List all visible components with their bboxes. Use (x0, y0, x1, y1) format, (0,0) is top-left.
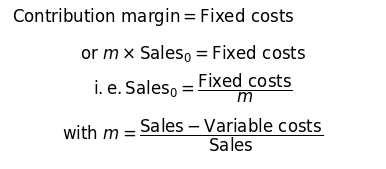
Text: $\mathrm{Contribution\ margin} = \mathrm{Fixed\ costs}$: $\mathrm{Contribution\ margin} = \mathrm… (12, 6, 294, 28)
Text: $\mathrm{or}\ m \times \mathrm{Sales}_0 = \mathrm{Fixed\ costs}$: $\mathrm{or}\ m \times \mathrm{Sales}_0 … (80, 43, 306, 64)
Text: $\mathrm{i.e.Sales}_0 = \dfrac{\mathrm{Fixed\ costs}}{m}$: $\mathrm{i.e.Sales}_0 = \dfrac{\mathrm{F… (93, 72, 293, 105)
Text: $\mathrm{with}\ m = \dfrac{\mathrm{Sales} - \mathrm{Variable\ costs}}{\mathrm{Sa: $\mathrm{with}\ m = \dfrac{\mathrm{Sales… (63, 117, 323, 154)
